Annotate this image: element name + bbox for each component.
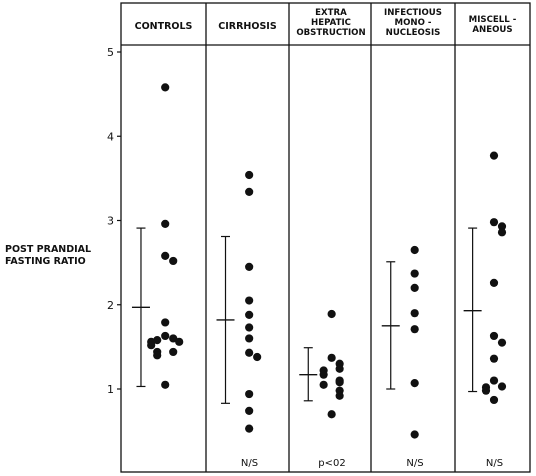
y-tick-label-5: 5 — [107, 46, 114, 59]
y-label-line: POST PRANDIAL — [5, 244, 91, 255]
group-header: ANEOUS — [472, 25, 512, 35]
data-point — [245, 296, 254, 305]
group-header: MISCELL - — [469, 15, 517, 25]
data-point — [410, 283, 419, 292]
data-point — [161, 83, 170, 92]
data-point — [245, 323, 254, 332]
data-point — [169, 334, 178, 343]
data-point — [245, 170, 254, 180]
data-point — [410, 325, 419, 334]
data-point — [497, 338, 507, 347]
data-point — [175, 337, 184, 346]
significance-label: p<02 — [318, 458, 345, 469]
data-point — [410, 430, 419, 439]
data-point — [161, 251, 170, 260]
data-point — [410, 309, 419, 318]
group-columns: CONTROLS CIRRHOSIS N/S EXTRAHEPATICOBSTRUCT… — [131, 8, 517, 469]
data-point — [335, 378, 344, 387]
data-point — [497, 382, 507, 391]
data-point — [327, 309, 336, 319]
data-point — [489, 218, 499, 227]
significance-label: N/S — [241, 458, 258, 469]
data-point — [489, 354, 499, 363]
data-point — [497, 222, 507, 231]
group-column: MISCELL -ANEOUS N/S — [463, 15, 517, 469]
data-point — [410, 269, 419, 278]
group-column: CONTROLS — [131, 21, 193, 389]
data-point — [245, 310, 254, 319]
group-column: CIRRHOSIS N/S — [216, 21, 277, 469]
data-point — [489, 331, 499, 341]
plot-border — [120, 2, 531, 473]
data-point — [245, 424, 254, 433]
data-point — [245, 348, 254, 357]
group-header: EXTRA — [315, 8, 347, 18]
data-point — [335, 391, 344, 400]
chart-frame — [120, 2, 531, 473]
y-label-line: FASTING RATIO — [5, 256, 86, 267]
data-point — [245, 334, 254, 343]
data-point — [489, 376, 499, 385]
group-header: MONO - — [395, 18, 432, 28]
group-header: OBSTRUCTION — [296, 28, 365, 38]
data-point — [497, 228, 507, 237]
data-point — [169, 256, 178, 266]
significance-label: N/S — [406, 458, 423, 469]
data-point — [319, 380, 328, 389]
data-point — [410, 379, 419, 388]
group-header: CONTROLS — [135, 21, 193, 32]
data-point — [147, 341, 156, 350]
data-point — [489, 151, 499, 160]
data-point — [245, 262, 254, 271]
data-point — [327, 410, 336, 419]
data-point — [481, 386, 491, 395]
data-point — [169, 347, 178, 357]
data-point — [253, 352, 262, 362]
significance-label: N/S — [486, 458, 503, 469]
data-point — [245, 187, 254, 196]
group-header: INFECTIOUS — [384, 8, 442, 18]
data-point — [245, 389, 254, 399]
group-header: HEPATIC — [311, 18, 351, 28]
data-point — [489, 395, 499, 405]
data-point — [410, 245, 419, 255]
data-point — [489, 278, 499, 287]
data-point — [327, 353, 336, 362]
data-point — [161, 318, 170, 327]
y-axis: 1 2 3 4 5 — [107, 46, 121, 396]
data-point — [161, 331, 170, 341]
data-point — [161, 219, 170, 228]
data-point — [335, 364, 344, 373]
group-header: NUCLEOSIS — [386, 28, 441, 38]
y-tick-label-1: 1 — [107, 383, 114, 396]
y-tick-label-4: 4 — [107, 130, 114, 143]
data-point — [153, 351, 162, 360]
group-header: CIRRHOSIS — [218, 21, 277, 32]
y-tick-label-2: 2 — [107, 299, 114, 312]
data-point — [319, 370, 328, 379]
data-point — [245, 406, 254, 416]
y-tick-label-3: 3 — [107, 215, 114, 228]
data-point — [161, 380, 170, 389]
